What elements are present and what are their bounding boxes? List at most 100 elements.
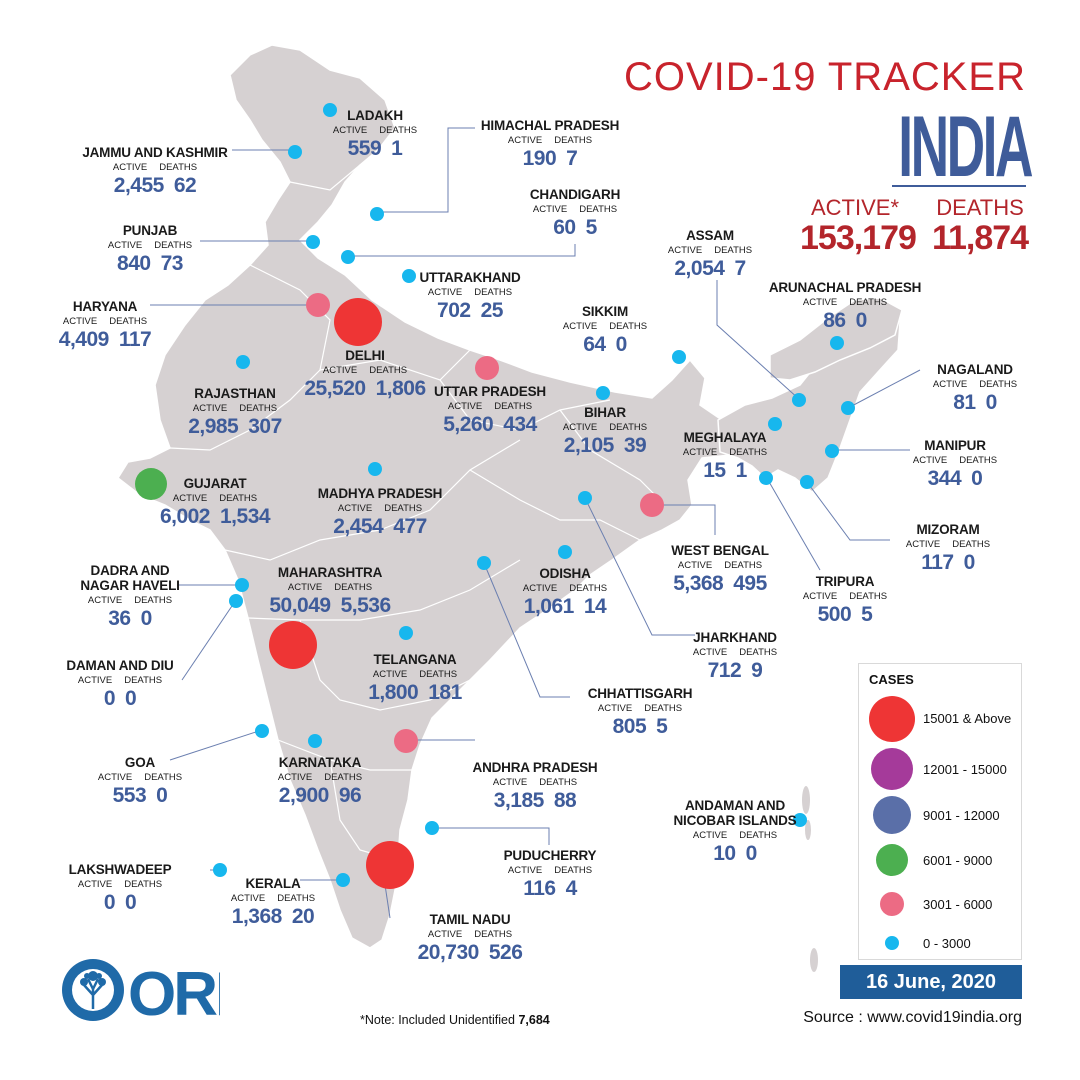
- column-headers: ACTIVE DEATHS: [95, 240, 205, 252]
- state-name: MANIPUR: [924, 438, 986, 453]
- active-count: 805: [612, 715, 647, 738]
- state-figures: 81 0: [920, 391, 1030, 415]
- state-name: MADHYA PRADESH: [317, 486, 443, 501]
- legend-label: 15001 & Above: [923, 711, 1012, 726]
- state-figures: 1,800 181: [350, 681, 480, 705]
- bubble-lakshwadeep: [213, 863, 227, 877]
- bubble-madhya-pradesh: [368, 462, 382, 476]
- column-headers: ACTIVE DEATHS: [315, 125, 435, 137]
- deaths-header: DEATHS: [609, 422, 648, 433]
- state-name: TELANGANA: [373, 652, 457, 667]
- state-name: PUNJAB: [122, 223, 178, 238]
- legend-dot: [871, 748, 913, 790]
- state-figures: 117 0: [893, 551, 1003, 575]
- death-count: 1: [391, 137, 403, 160]
- state-label-maharashtra: MAHARASHTRA ACTIVE DEATHS 50,049 5,536: [255, 565, 405, 618]
- state-name: JHARKHAND: [693, 630, 777, 645]
- state-label-tripura: TRIPURA ACTIVE DEATHS 500 5: [790, 574, 900, 627]
- death-count: 0: [125, 687, 137, 710]
- state-figures: 500 5: [790, 603, 900, 627]
- state-figures: 60 5: [520, 216, 630, 240]
- deaths-header: DEATHS: [277, 893, 316, 904]
- footnote-text: *Note: Included Unidentified: [360, 1013, 519, 1027]
- active-count: 36: [108, 607, 131, 630]
- legend-row: 0 - 3000: [859, 936, 1021, 980]
- state-name: DADRA AND NAGAR HAVELI: [80, 563, 180, 593]
- state-name: RAJASTHAN: [194, 386, 276, 401]
- state-name: CHHATTISGARH: [587, 686, 693, 701]
- bubble-delhi: [334, 298, 382, 346]
- active-count: 840: [117, 252, 151, 275]
- active-count: 1,061: [523, 595, 575, 618]
- column-headers: ACTIVE DEATHS: [760, 297, 930, 309]
- deaths-header: DEATHS: [849, 591, 888, 602]
- state-label-rajasthan: RAJASTHAN ACTIVE DEATHS 2,985 307: [170, 386, 300, 439]
- active-count: 500: [817, 603, 852, 626]
- death-count: 307: [248, 415, 282, 438]
- state-name: LADAKH: [347, 108, 403, 123]
- active-count: 2,454: [333, 515, 384, 538]
- deaths-header: DEATHS: [729, 447, 768, 458]
- deaths-header: DEATHS: [714, 245, 753, 256]
- state-label-west-bengal: WEST BENGAL ACTIVE DEATHS 5,368 495: [660, 543, 780, 596]
- bubble-bihar: [596, 386, 610, 400]
- state-label-kerala: KERALA ACTIVE DEATHS 1,368 20: [218, 876, 328, 929]
- bubble-maharashtra: [269, 621, 317, 669]
- state-figures: 1,368 20: [218, 905, 328, 929]
- death-count: 5: [656, 715, 668, 738]
- column-headers: ACTIVE DEATHS: [575, 703, 705, 715]
- deaths-header: DEATHS: [569, 583, 608, 594]
- state-figures: 15 1: [670, 459, 780, 483]
- active-header: ACTIVE: [172, 493, 208, 504]
- active-count: 86: [823, 309, 846, 332]
- active-count: 64: [583, 333, 606, 356]
- active-count: 20,730: [417, 941, 480, 964]
- death-count: 20: [291, 905, 315, 928]
- state-name: GOA: [124, 755, 156, 770]
- state-label-arunachal-pradesh: ARUNACHAL PRADESH ACTIVE DEATHS 86 0: [760, 280, 930, 333]
- active-count: 81: [953, 391, 976, 414]
- active-count: 712: [707, 659, 742, 682]
- deaths-header: DEATHS: [109, 316, 148, 327]
- bubble-andaman-nicobar: [793, 813, 807, 827]
- active-header: ACTIVE: [562, 422, 598, 433]
- legend-row: 6001 - 9000: [859, 844, 1021, 888]
- deaths-header: DEATHS: [324, 772, 363, 783]
- active-count: 5,368: [673, 572, 724, 595]
- active-header: ACTIVE: [507, 865, 543, 876]
- column-headers: ACTIVE DEATHS: [290, 365, 440, 377]
- active-header: ACTIVE: [932, 379, 968, 390]
- active-header: ACTIVE: [192, 403, 228, 414]
- national-deaths-label: DEATHS: [936, 195, 1024, 220]
- column-headers: ACTIVE DEATHS: [680, 647, 790, 659]
- legend-label: 12001 - 15000: [923, 762, 1007, 777]
- active-count: 117: [921, 551, 954, 574]
- deaths-header: DEATHS: [952, 539, 991, 550]
- active-header: ACTIVE: [230, 893, 266, 904]
- column-headers: ACTIVE DEATHS: [670, 447, 780, 459]
- deaths-header: DEATHS: [539, 777, 578, 788]
- state-name: BIHAR: [584, 405, 626, 420]
- national-active-label: ACTIVE*: [810, 195, 900, 220]
- active-header: ACTIVE: [427, 929, 463, 940]
- state-label-mizoram: MIZORAM ACTIVE DEATHS 117 0: [893, 522, 1003, 575]
- state-figures: 840 73: [95, 252, 205, 276]
- state-label-chhattisgarh: CHHATTISGARH ACTIVE DEATHS 805 5: [575, 686, 705, 739]
- death-count: 1,534: [220, 505, 271, 528]
- bubble-dadra-nagar-haveli: [235, 578, 249, 592]
- bubble-assam: [792, 393, 806, 407]
- bubble-goa: [255, 724, 269, 738]
- death-count: 181: [428, 681, 462, 704]
- active-header: ACTIVE: [802, 591, 838, 602]
- bubble-telangana: [399, 626, 413, 640]
- death-count: 0: [963, 551, 976, 574]
- death-count: 14: [583, 595, 607, 618]
- state-label-telangana: TELANGANA ACTIVE DEATHS 1,800 181: [350, 652, 480, 705]
- column-headers: ACTIVE DEATHS: [893, 539, 1003, 551]
- column-headers: ACTIVE DEATHS: [425, 401, 555, 413]
- bubble-arunachal-pradesh: [830, 336, 844, 350]
- state-label-dadra-nagar-haveli: DADRA AND NAGAR HAVELI ACTIVE DEATHS 36 0: [55, 563, 205, 631]
- legend-dot: [885, 936, 899, 950]
